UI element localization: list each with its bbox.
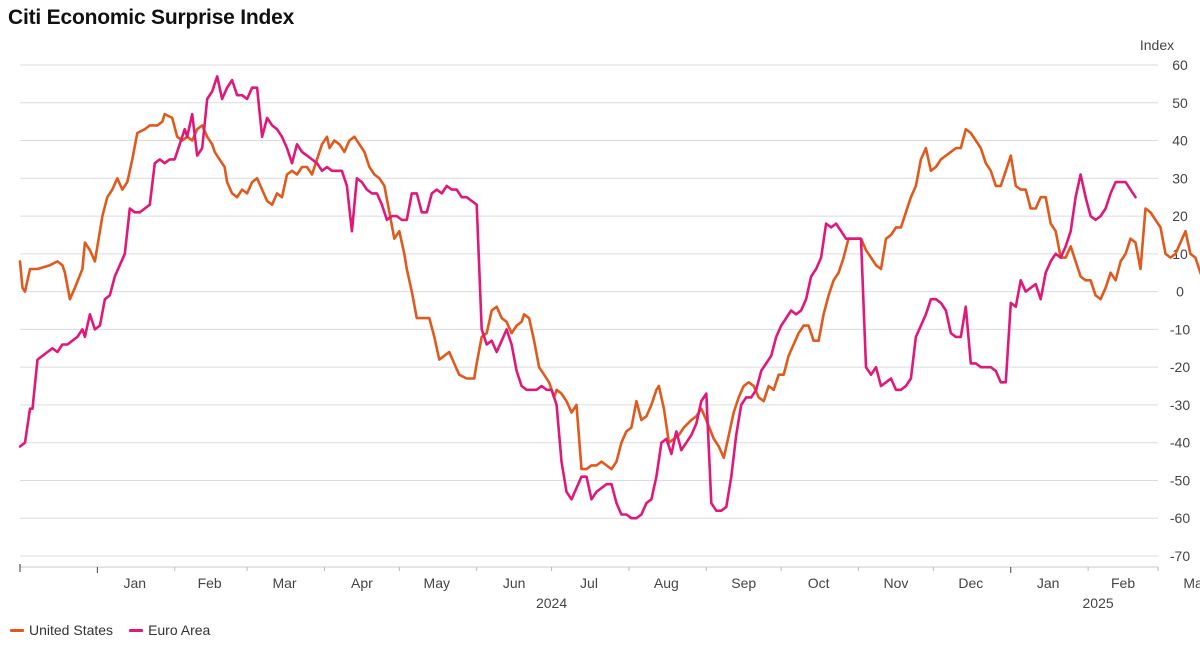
y-axis-unit-label: Index [1140, 37, 1174, 53]
y-tick-label: -30 [1170, 397, 1190, 413]
y-tick-label: -70 [1170, 548, 1190, 564]
x-tick-label-month: Jan [1037, 575, 1060, 591]
x-tick-label-month: Dec [958, 575, 983, 591]
legend-item-euro-area: Euro Area [129, 622, 210, 638]
x-tick-label-month: Sep [731, 575, 756, 591]
legend-swatch-united-states [10, 628, 24, 632]
y-tick-label: 60 [1172, 57, 1188, 73]
legend-label-united-states: United States [29, 622, 114, 638]
y-tick-label: 30 [1172, 170, 1188, 186]
x-tick-label-month: Feb [1111, 575, 1135, 591]
legend-label-euro-area: Euro Area [148, 622, 211, 638]
x-axis: Jan Feb Mar Apr May Jun Jul Aug Sep Oct Nov Dec Jan F… [19, 564, 1200, 611]
x-tick-label-month: May [424, 575, 450, 591]
gridlines [20, 64, 1158, 557]
x-tick-label-month: Jun [503, 575, 526, 591]
y-tick-label: -40 [1170, 435, 1190, 451]
y-tick-label: 40 [1172, 133, 1188, 149]
y-tick-label: -20 [1170, 359, 1190, 375]
x-tick-label-month: Nov [884, 575, 909, 591]
x-tick-label-month: Oct [808, 575, 830, 591]
x-tick-label-month: Apr [351, 575, 373, 591]
y-tick-label: -10 [1170, 321, 1190, 337]
x-tick-label-year: 2025 [1083, 595, 1114, 611]
y-tick-label: 20 [1172, 208, 1188, 224]
chart-title: Citi Economic Surprise Index [8, 6, 295, 29]
legend: United States Euro Area [10, 622, 210, 638]
y-tick-label: -50 [1170, 472, 1190, 488]
legend-item-united-states: United States [10, 622, 113, 638]
legend-swatch-euro-area [129, 628, 144, 632]
x-tick-label-month: Mar [272, 575, 296, 591]
y-tick-label: 0 [1176, 284, 1184, 300]
x-tick-label-month: Mar [1183, 575, 1200, 591]
x-tick-label-month: Aug [654, 575, 679, 591]
y-tick-label: -60 [1170, 510, 1190, 526]
series-line-euro-area [18, 75, 1137, 520]
series-line-united-states [18, 112, 1200, 471]
x-tick-label-month: Jan [124, 575, 147, 591]
x-tick-label-month: Feb [198, 575, 222, 591]
x-tick-label-year: 2024 [536, 595, 567, 611]
series-lines [18, 75, 1200, 520]
x-tick-label-month: Jul [580, 575, 598, 591]
y-tick-label: 50 [1172, 95, 1188, 111]
